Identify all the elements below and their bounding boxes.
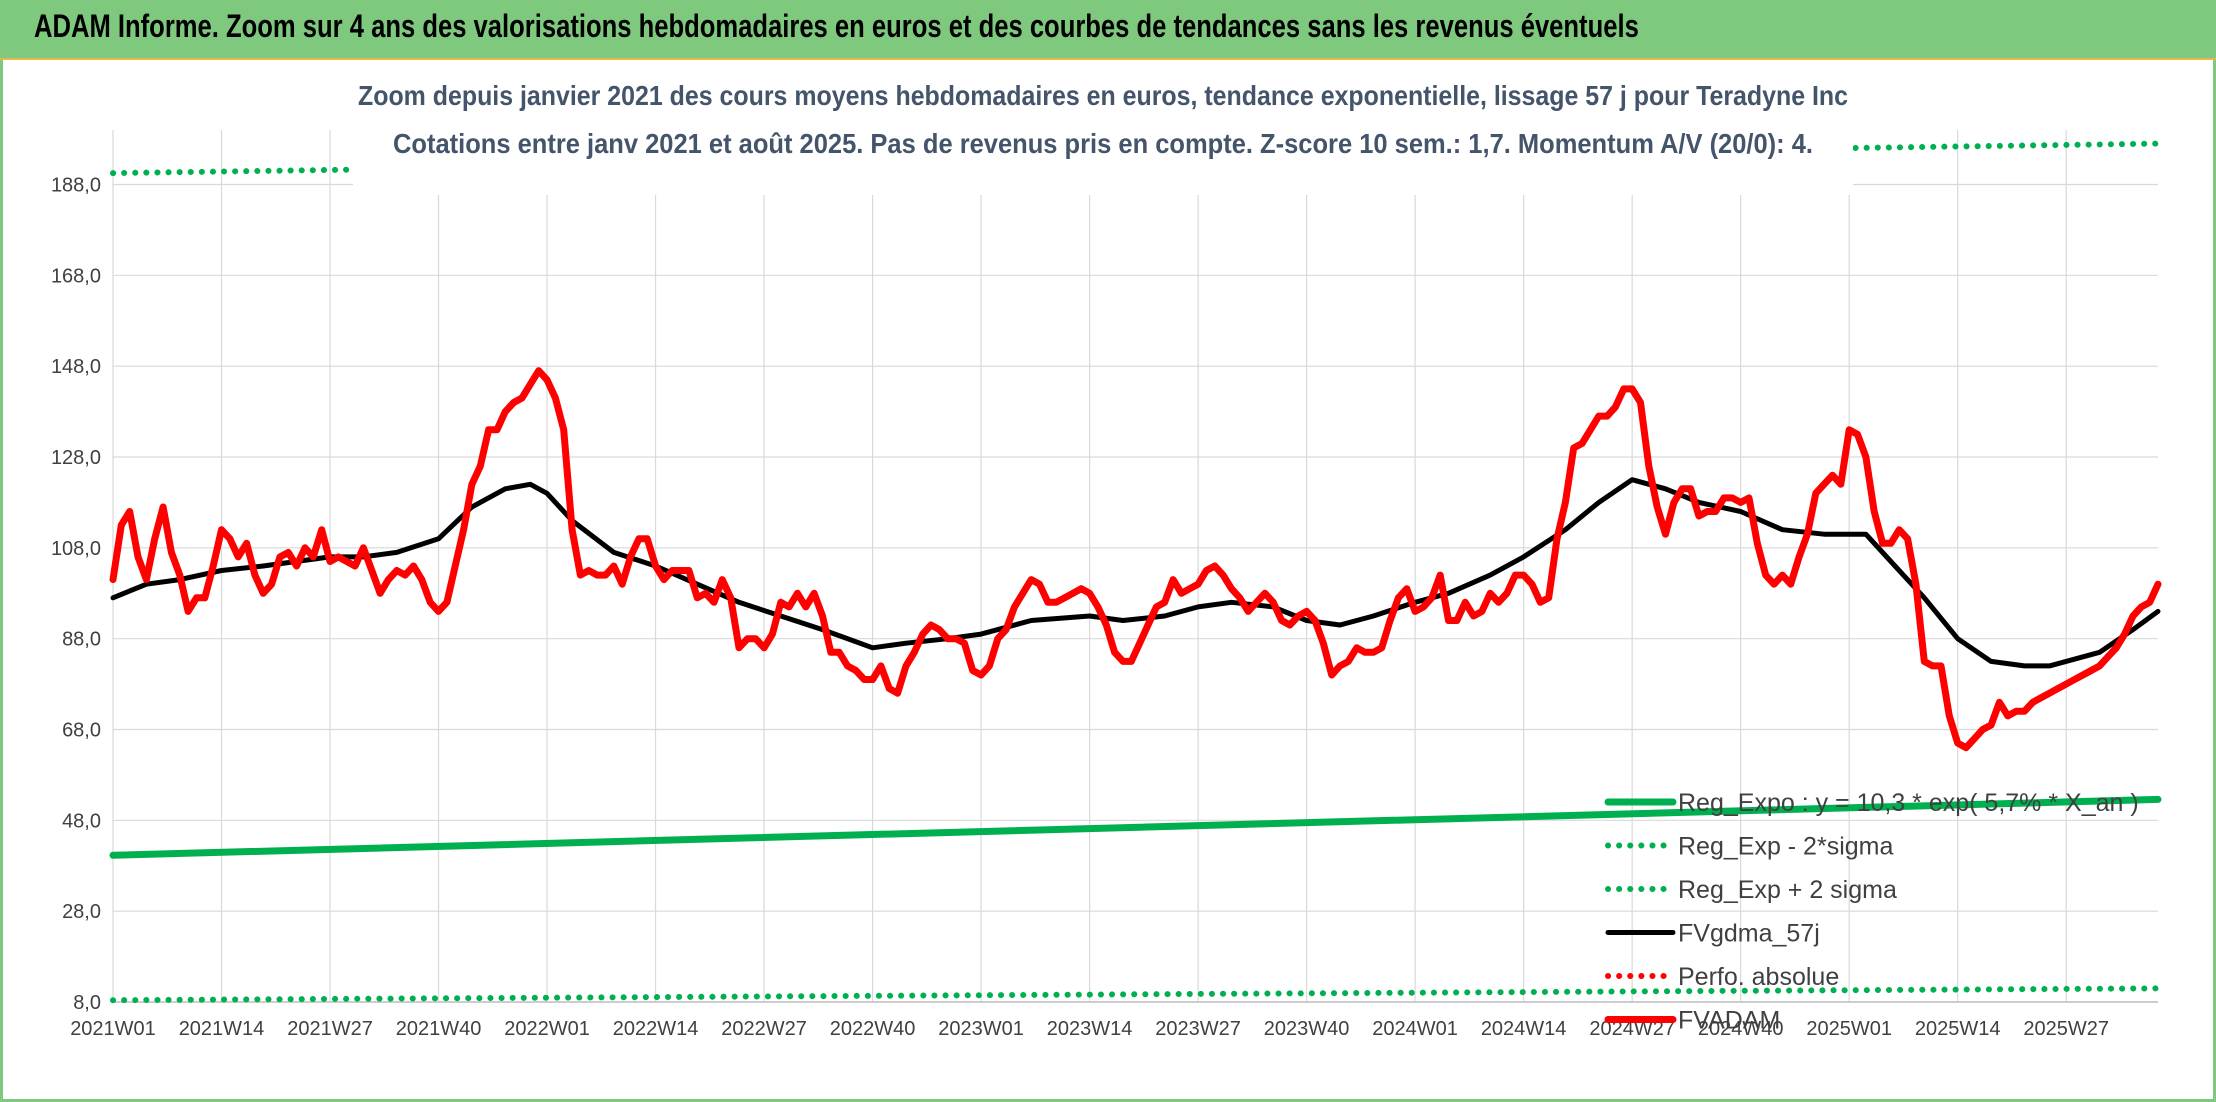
x-tick-label: 2021W40 (396, 1018, 482, 1040)
x-tick-label: 2021W14 (179, 1018, 265, 1040)
x-tick-label: 2024W14 (1481, 1018, 1567, 1040)
y-tick-label: 128,0 (51, 447, 101, 469)
legend-label: Reg_Exp - 2*sigma (1678, 833, 1893, 861)
x-tick-label: 2023W14 (1047, 1018, 1133, 1040)
x-tick-label: 2022W14 (613, 1018, 699, 1040)
legend-label: FVgdma_57j (1678, 920, 1820, 948)
y-tick-label: 68,0 (62, 720, 101, 742)
x-tick-label: 2022W40 (830, 1018, 916, 1040)
y-tick-label: 168,0 (51, 265, 101, 287)
chart-legend: Reg_Expo : y = 10,3 * exp( 5,7% * X_an )… (1604, 789, 2139, 1035)
x-tick-label: 2024W40 (1698, 1018, 1784, 1040)
legend-label: FVADAM (1678, 1007, 1780, 1035)
y-tick-label: 48,0 (62, 810, 101, 832)
y-tick-label: 28,0 (62, 901, 101, 923)
series-line-3 (110, 477, 2161, 669)
x-tick-label: 2022W01 (504, 1018, 590, 1040)
x-tick-label: 2024W27 (1589, 1018, 1675, 1040)
chart-subtitle: Cotations entre janv 2021 et août 2025. … (393, 128, 1813, 159)
y-tick-label: 108,0 (51, 538, 101, 560)
series-layer (109, 140, 2162, 1004)
x-tick-label: 2025W27 (2023, 1018, 2109, 1040)
x-tick-label: 2023W40 (1264, 1018, 1350, 1040)
line-chart: 8,0 28,0 48,0 68,0 88,0 108,0 128,0 148,0 168,0 1… (51, 65, 2162, 1040)
x-tick-label: 2021W01 (70, 1018, 156, 1040)
y-tick-label: 148,0 (51, 356, 101, 378)
y-tick-label: 188,0 (51, 175, 101, 197)
x-tick-label: 2021W27 (287, 1018, 373, 1040)
series-line-0 (109, 795, 2162, 859)
y-tick-label: 88,0 (62, 629, 101, 651)
x-tick-label: 2025W14 (1915, 1018, 2001, 1040)
x-tick-label: 2025W01 (1806, 1018, 1892, 1040)
chart-frame: 8,0 28,0 48,0 68,0 88,0 108,0 128,0 148,0 168,0 1… (0, 60, 2216, 1102)
chart-title: Zoom depuis janvier 2021 des cours moyen… (358, 80, 1848, 111)
legend-label: Perfo. absolue (1678, 963, 1839, 991)
chart-grid (112, 130, 2158, 1003)
x-tick-label: 2022W27 (721, 1018, 807, 1040)
x-axis: 2021W01 2021W14 2021W27 2021W40 2022W01 2022W… (70, 1001, 2158, 1040)
title-background (353, 65, 1853, 195)
y-tick-label: 8,0 (73, 992, 101, 1014)
y-axis: 8,0 28,0 48,0 68,0 88,0 108,0 128,0 148,0 168,0 1… (51, 175, 101, 1015)
series-line-1 (110, 985, 2161, 1004)
legend-label: Reg_Exp + 2 sigma (1678, 876, 1897, 904)
x-tick-label: 2023W01 (938, 1018, 1024, 1040)
series-line-5 (109, 367, 2162, 752)
report-banner: ADAM Informe. Zoom sur 4 ans des valoris… (0, 0, 2216, 60)
x-tick-label: 2023W27 (1155, 1018, 1241, 1040)
report-title: ADAM Informe. Zoom sur 4 ans des valoris… (34, 8, 1639, 44)
x-tick-label: 2024W01 (1372, 1018, 1458, 1040)
legend-label: Reg_Expo : y = 10,3 * exp( 5,7% * X_an ) (1678, 789, 2139, 817)
